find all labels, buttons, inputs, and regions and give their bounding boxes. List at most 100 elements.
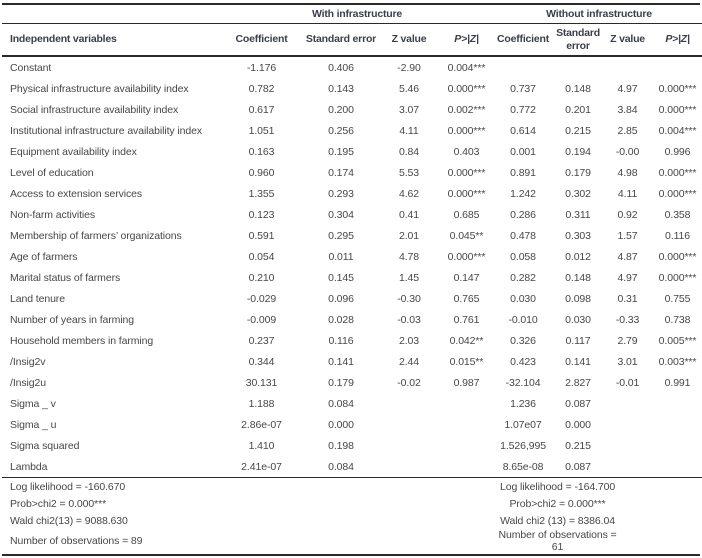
footer-stat-with: Wald chi2(13) = 9088.630 xyxy=(10,514,128,527)
cell-p-value-without: 0.000*** xyxy=(658,271,697,284)
cell-coefficient-without: 0.030 xyxy=(510,292,536,305)
cell-p-value-with: 0.000*** xyxy=(447,187,486,200)
cell-z-value-without: 2.79 xyxy=(617,334,638,347)
cell-z-value-with: 4.62 xyxy=(398,187,420,200)
table-row: Institutional infrastructure availabilit… xyxy=(2,120,702,141)
row-label: Lambda xyxy=(2,456,220,478)
cell-z-value-with: -0.03 xyxy=(397,313,421,326)
cell-standard-error-with: 0.084 xyxy=(303,456,379,478)
footer-row: Log likelihood = -160.670 Log likelihood… xyxy=(2,478,702,496)
row-label: Level of education xyxy=(10,166,94,179)
cell-coefficient-with: 1.188 xyxy=(248,397,275,410)
row-label: Access to extension services xyxy=(10,187,143,200)
cell-z-value-without: -0.33 xyxy=(615,313,640,326)
cell-z-value-without xyxy=(604,435,651,456)
cell-standard-error-with: 0.084 xyxy=(328,397,354,410)
cell-p-value-without xyxy=(651,393,702,414)
cell-standard-error-with: 0.256 xyxy=(328,124,354,137)
footer-row: Number of observations = 89 Number of ob… xyxy=(2,529,702,553)
cell-z-value-with: 2.01 xyxy=(398,229,420,242)
cell-standard-error-with: 0.141 xyxy=(328,355,354,368)
cell-z-value-without: 3.84 xyxy=(617,103,638,116)
cell-standard-error-without: 0.303 xyxy=(565,229,591,242)
table-row: Level of education 0.960 0.174 5.53 0.00… xyxy=(2,162,702,183)
cell-z-value-with: 5.53 xyxy=(398,166,420,179)
cell-coefficient-without: 0.282 xyxy=(510,271,536,284)
cell-standard-error-with: 0.011 xyxy=(328,250,354,263)
cell-p-value-with xyxy=(439,456,495,478)
footer-stat-with: Prob>chi2 = 0.000*** xyxy=(10,497,107,510)
regression-results-table-wrap: With infrastructure Without infrastructu… xyxy=(2,3,702,556)
cell-coefficient-without: 8.65e-08 xyxy=(494,456,553,478)
cell-z-value-without: 4.97 xyxy=(617,271,638,284)
cell-standard-error-with: 0.293 xyxy=(328,187,354,200)
table-row: Land tenure -0.029 0.096 -0.30 0.765 0.0… xyxy=(2,288,702,309)
table-row: Membership of farmers’ organizations 0.5… xyxy=(2,225,702,246)
cell-coefficient-without: 1.526,995 xyxy=(500,439,546,452)
cell-standard-error-with: 0.195 xyxy=(328,145,354,158)
cell-p-value-without: 0.000*** xyxy=(658,187,697,200)
row-label: Sigma squared xyxy=(10,439,80,452)
cell-p-value-without: 0.000*** xyxy=(658,166,697,179)
cell-z-value-with: 3.07 xyxy=(398,103,420,116)
cell-coefficient-without: -32.104 xyxy=(505,376,541,389)
column-header-p-value-without: P>|Z| xyxy=(651,23,702,57)
column-header-row: Independent variables Coefficient Standa… xyxy=(2,23,702,57)
cell-coefficient-with: 0.054 xyxy=(248,250,275,263)
cell-z-value-with: 2.44 xyxy=(398,355,420,368)
table-row: Constant -1.176 0.406 -2.90 0.004*** xyxy=(2,56,702,78)
cell-p-value-without xyxy=(651,456,702,478)
cell-p-value-with: 0.000*** xyxy=(447,166,486,179)
cell-z-value-without xyxy=(604,414,651,435)
cell-standard-error-with: 0.179 xyxy=(328,376,354,389)
row-label: /Insig2v xyxy=(10,355,46,368)
group-header-row: With infrastructure Without infrastructu… xyxy=(2,5,702,24)
table-row: Household members in farming 0.237 0.116… xyxy=(2,330,702,351)
cell-coefficient-without: 0.286 xyxy=(510,208,536,221)
cell-p-value-with: 0.004*** xyxy=(447,61,486,74)
cell-coefficient-without: 0.614 xyxy=(510,124,536,137)
cell-coefficient-with: 0.782 xyxy=(248,82,275,95)
cell-coefficient-without: 0.737 xyxy=(510,82,536,95)
cell-z-value-without: 2.85 xyxy=(617,124,638,137)
cell-standard-error-without: 0.087 xyxy=(565,397,591,410)
cell-z-value-with: 4.78 xyxy=(398,250,420,263)
cell-p-value-with: 0.147 xyxy=(453,271,480,284)
regression-results-table: With infrastructure Without infrastructu… xyxy=(2,5,702,553)
row-label: Social infrastructure availability index xyxy=(10,103,179,116)
cell-standard-error-without: 0.141 xyxy=(565,355,591,368)
row-label: Physical infrastructure availability ind… xyxy=(10,82,189,95)
row-label: Equipment availability index xyxy=(10,145,137,158)
table-row: /Insig2u 30.131 0.179 -0.02 0.987 -32.10… xyxy=(2,372,702,393)
cell-p-value-without xyxy=(651,435,702,456)
table-row: Social infrastructure availability index… xyxy=(2,99,702,120)
cell-standard-error-without: 0.194 xyxy=(565,145,591,158)
cell-z-value-with: -0.30 xyxy=(397,292,421,305)
row-label: Household members in farming xyxy=(10,334,154,347)
cell-coefficient-with: -0.009 xyxy=(246,313,277,326)
cell-z-value-with xyxy=(379,393,439,414)
cell-coefficient-without: 1.07e07 xyxy=(504,418,542,431)
cell-standard-error-with: 0.200 xyxy=(328,103,354,116)
cell-z-value-without: 4.11 xyxy=(617,187,638,200)
cell-p-value-with: 0.042** xyxy=(449,334,484,347)
cell-standard-error-without: 0.179 xyxy=(565,166,591,179)
cell-z-value-with xyxy=(379,456,439,478)
cell-p-value-without: 0.996 xyxy=(664,145,691,158)
table-row: Sigma _ v 1.188 0.084 1.236 0.087 xyxy=(2,393,702,414)
cell-standard-error-with: 0.000 xyxy=(328,418,354,431)
cell-coefficient-without xyxy=(494,56,552,78)
cell-p-value-without xyxy=(651,56,702,78)
column-header-standard-error-with: Standard error xyxy=(303,23,379,57)
row-label: Land tenure xyxy=(10,292,65,305)
row-label: Sigma _ u xyxy=(10,418,57,431)
cell-z-value-with: 4.11 xyxy=(399,124,419,137)
row-label: Sigma _ v xyxy=(10,397,56,410)
group-header-spacer xyxy=(2,5,220,24)
cell-coefficient-without: 1.236 xyxy=(510,397,536,410)
cell-coefficient-with: 2.41e-07 xyxy=(220,456,303,478)
cell-p-value-with: 0.002*** xyxy=(447,103,486,116)
column-header-z-value-without: Z value xyxy=(604,23,652,57)
cell-z-value-with: 0.84 xyxy=(398,145,420,158)
cell-coefficient-with: 0.617 xyxy=(248,103,275,116)
